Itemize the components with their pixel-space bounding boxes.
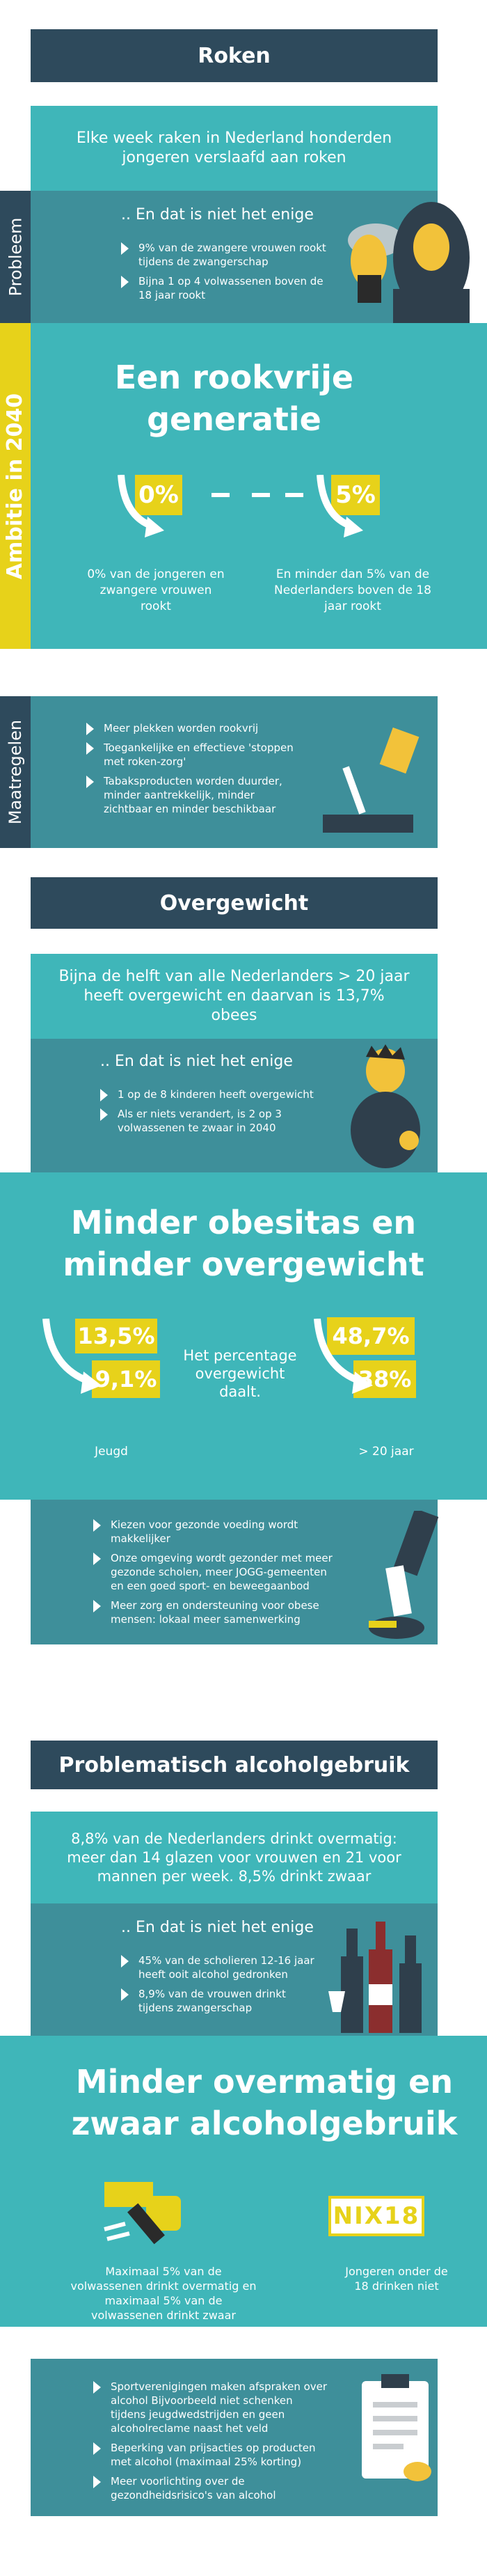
jeugd-to-value: 9,1%	[92, 1360, 160, 1398]
arrow-icon	[121, 242, 129, 255]
arrow-icon	[86, 723, 94, 735]
overgewicht-bullets: 1 op de 8 kinderen heeft overgewicht Als…	[100, 1082, 323, 1140]
list-item: Meer plekken worden rookvrij	[86, 721, 295, 735]
list-item: Als er niets verandert, is 2 op 3 volwas…	[100, 1107, 323, 1135]
intro-roken: Elke week raken in Nederland honderden j…	[31, 106, 438, 191]
smoker-illustration-icon	[348, 202, 470, 331]
person-illustration-icon	[351, 1044, 420, 1168]
arrow-icon	[93, 1553, 101, 1565]
ashtray-icon	[323, 727, 420, 833]
alcohol-maatregelen-bullets: Sportverenigingen maken afspraken over a…	[93, 2374, 330, 2508]
list-item: Bijna 1 op 4 volwassenen boven de 18 jaa…	[121, 274, 330, 302]
maatregelen-bullets: Meer plekken worden rookvrij Toegankelij…	[86, 716, 295, 822]
list-item: Tabaksproducten worden duurder, minder a…	[86, 774, 295, 816]
list-item: Kiezen voor gezonde voeding wordt makkel…	[93, 1518, 337, 1546]
alcohol-title: Minder overmatig en zwaar alcoholgebruik	[71, 2063, 458, 2142]
list-item: 8,9% van de vrouwen drinkt tijdens zwang…	[121, 1987, 323, 2015]
ambitie-caption-left: 0% van de jongeren en zwangere vrouwen r…	[87, 567, 225, 613]
arrow-icon	[86, 742, 94, 755]
ambitie-title: Een rookvrije generatie	[114, 359, 354, 438]
probleem-lead: .. En dat is niet het enige	[121, 206, 314, 223]
overgewicht-maatregelen-panel: Kiezen voor gezonde voeding wordt makkel…	[31, 1500, 438, 1644]
value-0-percent: 0%	[135, 475, 182, 515]
overgewicht-ambitie-panel: Minder obesitas en minder overgewicht 13,…	[0, 1172, 487, 1500]
list-item: Meer voorlichting over de gezondheidsris…	[93, 2474, 330, 2502]
down-arrow-icon	[42, 1319, 102, 1394]
overgewicht-center-text: Het percentage overgewicht daalt.	[183, 1347, 297, 1400]
overgewicht-probleem-panel: .. En dat is niet het enige 1 op de 8 ki…	[31, 1039, 438, 1172]
list-item: 1 op de 8 kinderen heeft overgewicht	[100, 1087, 323, 1101]
list-item: 45% van de scholieren 12-16 jaar heeft o…	[121, 1954, 323, 1981]
arrow-icon	[93, 2442, 101, 2455]
maatregelen-panel: Meer plekken worden rookvrij Toegankelij…	[31, 696, 438, 848]
nix18-logo: NIX18	[328, 2196, 424, 2236]
arrow-icon	[93, 1600, 101, 1612]
dash	[285, 493, 303, 497]
sidebar-ambitie: Ambitie in 2040	[0, 323, 31, 649]
list-item: Sportverenigingen maken afspraken over a…	[93, 2380, 330, 2435]
ambitie-caption-right: En minder dan 5% van de Nederlanders bov…	[273, 567, 431, 613]
overgewicht-maatregelen-bullets: Kiezen voor gezonde voeding wordt makkel…	[93, 1512, 337, 1632]
section-header-alcohol: Problematisch alcoholgebruik	[31, 1741, 438, 1789]
list-item: 9% van de zwangere vrouwen rookt tijdens…	[121, 241, 330, 269]
arrow-icon	[93, 2381, 101, 2394]
intro-alcohol: 8,8% van de Nederlanders drinkt overmati…	[31, 1812, 438, 1903]
dash	[252, 493, 270, 497]
arrow-icon	[121, 1955, 129, 1968]
arrow-icon	[93, 1519, 101, 1532]
jeugd-from-value: 13,5%	[75, 1319, 157, 1353]
section-header-roken: Roken	[31, 29, 438, 82]
list-item: Toegankelijke en effectieve 'stoppen met…	[86, 741, 295, 769]
arrow-icon	[86, 776, 94, 788]
ambitie-panel: Een rookvrije generatie 0% 5% 0% van de j…	[31, 323, 487, 649]
overgewicht-lead: .. En dat is niet het enige	[100, 1053, 293, 1070]
alcohol-ambitie-panel: Minder overmatig en zwaar alcoholgebruik …	[0, 2036, 487, 2327]
jeugd-label: Jeugd	[95, 1445, 128, 1459]
bottles-icon	[328, 1922, 422, 2033]
dash	[211, 493, 230, 497]
adult-from-value: 48,7%	[327, 1317, 415, 1355]
down-arrow-icon	[317, 475, 363, 537]
probleem-bullets: 9% van de zwangere vrouwen rookt tijdens…	[121, 235, 330, 308]
sidebar-maatregelen: Maatregelen	[0, 696, 31, 848]
adult-label: > 20 jaar	[358, 1445, 414, 1459]
list-item: Beperking van prijsacties op producten m…	[93, 2441, 330, 2469]
value-5-percent: 5%	[331, 475, 380, 515]
clipboard-icon	[362, 2374, 431, 2481]
list-item: Meer zorg en ondersteuning voor obese me…	[93, 1599, 337, 1626]
alcohol-glass-icon	[104, 2182, 181, 2245]
arrow-icon	[100, 1089, 108, 1101]
sidebar-probleem: Probleem	[0, 191, 31, 323]
alcohol-bullets: 45% van de scholieren 12-16 jaar heeft o…	[121, 1948, 323, 2020]
section-header-overgewicht: Overgewicht	[31, 877, 438, 929]
arrow-icon	[121, 276, 129, 288]
intro-overgewicht: Bijna de helft van alle Nederlanders > 2…	[31, 954, 438, 1039]
alcohol-caption-right: Jongeren onder de 18 drinken niet	[345, 2265, 448, 2293]
overgewicht-title: Minder obesitas en minder overgewicht	[63, 1204, 424, 1283]
arrow-icon	[93, 2476, 101, 2488]
alcohol-lead: .. En dat is niet het enige	[121, 1919, 314, 1936]
down-arrow-icon	[314, 1319, 373, 1394]
arrow-icon	[100, 1108, 108, 1121]
alcohol-caption-left: Maximaal 5% van de volwassenen drinkt ov…	[70, 2265, 257, 2322]
runner-legs-icon	[369, 1511, 439, 1639]
list-item: Onze omgeving wordt gezonder met meer ge…	[93, 1551, 337, 1593]
down-arrow-icon	[118, 475, 164, 537]
arrow-icon	[121, 1988, 129, 2001]
